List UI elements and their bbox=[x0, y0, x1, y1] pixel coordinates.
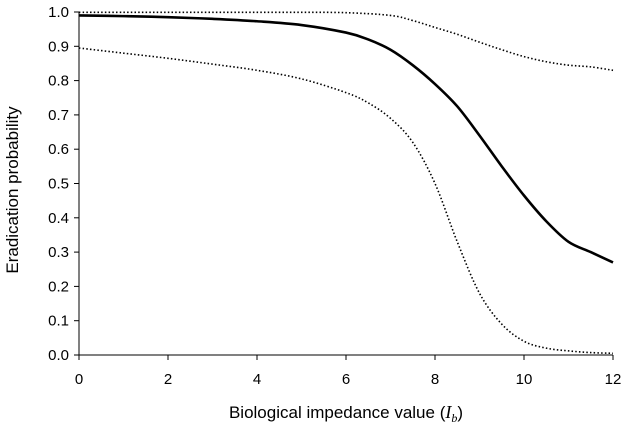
y-tick-label: 0.2 bbox=[48, 278, 69, 295]
x-tick-label: 2 bbox=[164, 371, 172, 388]
x-axis-title-variable: I bbox=[444, 402, 452, 422]
y-tick-label: 0.5 bbox=[48, 176, 69, 193]
lower-bound-dotted-line bbox=[78, 47, 614, 355]
y-tick-label: 0.9 bbox=[48, 38, 69, 55]
y-tick-label: 0.8 bbox=[48, 73, 69, 90]
y-axis-title: Eradication probability bbox=[3, 106, 22, 274]
y-tick-label: 0.1 bbox=[48, 313, 69, 330]
axes bbox=[78, 12, 613, 356]
x-tick-label: 12 bbox=[605, 371, 622, 388]
x-axis-title-subscript: b bbox=[451, 411, 457, 425]
x-ticks: 0 2 4 6 8 10 12 bbox=[75, 355, 622, 388]
y-tick-label: 1.0 bbox=[48, 4, 69, 21]
x-axis-title-close: ) bbox=[457, 403, 463, 422]
y-tick-label: 0.7 bbox=[48, 107, 69, 124]
y-tick-label: 0.3 bbox=[48, 244, 69, 261]
upper-bound-dotted-line bbox=[78, 11, 614, 72]
x-tick-label: 0 bbox=[75, 371, 83, 388]
x-axis-title: Biological impedance value (Ib) bbox=[229, 402, 463, 425]
x-tick-label: 10 bbox=[516, 371, 533, 388]
y-ticks: 0.0 0.1 0.2 0.3 0.4 0.5 0.6 0.7 0.8 0.9 1.0 bbox=[48, 4, 79, 364]
x-tick-label: 6 bbox=[342, 371, 350, 388]
y-tick-label: 0.6 bbox=[48, 141, 69, 158]
x-tick-label: 8 bbox=[431, 371, 439, 388]
y-tick-label: 0.4 bbox=[48, 210, 69, 227]
series-layer bbox=[78, 11, 614, 355]
x-axis-title-text: Biological impedance value ( bbox=[229, 403, 446, 422]
x-tick-label: 4 bbox=[253, 371, 261, 388]
y-tick-label: 0.0 bbox=[48, 347, 69, 364]
mean-solid-line bbox=[78, 14, 614, 264]
